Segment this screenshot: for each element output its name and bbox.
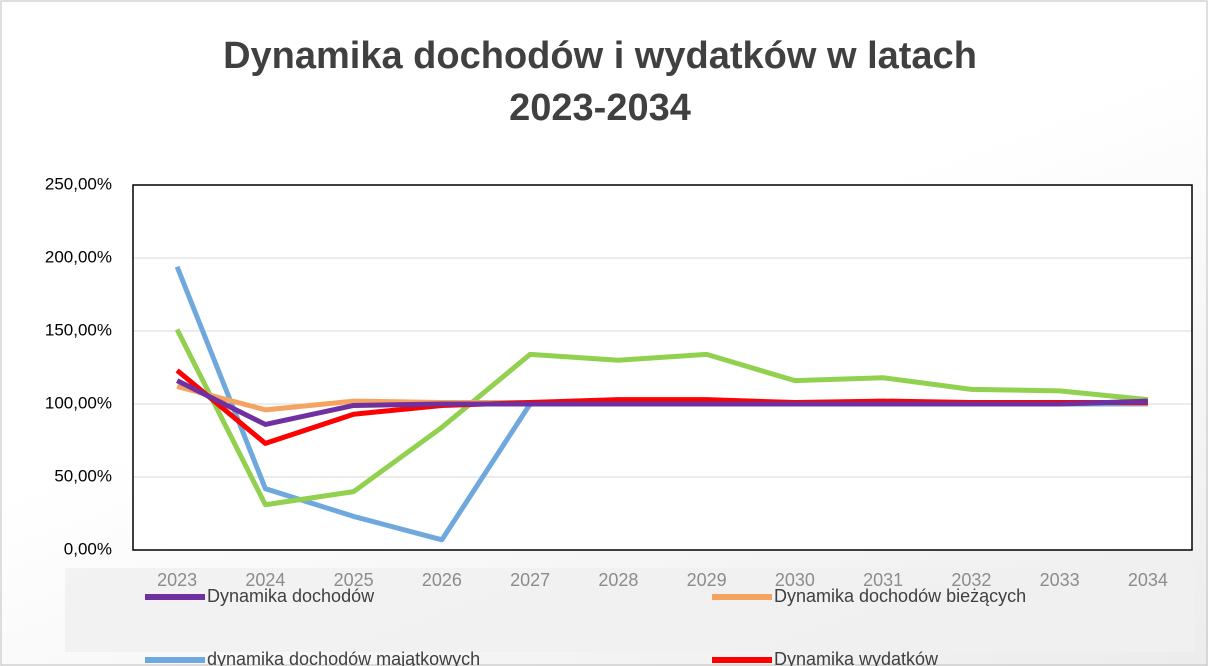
x-tick-label: 2030	[775, 570, 815, 590]
x-tick-label: 2032	[951, 570, 991, 590]
y-tick-label: 150,00%	[45, 320, 112, 339]
series-line	[174, 328, 1149, 508]
y-tick-label: 0,00%	[64, 539, 112, 558]
x-tick-label: 2034	[1128, 570, 1168, 590]
x-tick-label: 2029	[687, 570, 727, 590]
x-tick-label: 2025	[334, 570, 374, 590]
x-tick-label: 2033	[1040, 570, 1080, 590]
legend-label: dynamika dochodów majątkowych	[207, 649, 480, 666]
series-line	[176, 378, 1148, 427]
legend-label: Dynamika dochodów	[207, 586, 375, 606]
x-tick-label: 2031	[863, 570, 903, 590]
x-tick-label: 2028	[598, 570, 638, 590]
x-tick-label: 2023	[157, 570, 197, 590]
legend-label: Dynamika wydatków	[774, 649, 939, 666]
y-tick-label: 200,00%	[45, 247, 112, 266]
legend-box	[65, 568, 1195, 652]
chart-title: Dynamika dochodów i wydatków w latach 20…	[223, 35, 977, 129]
plot-area	[133, 185, 1192, 550]
legend-label: Dynamika dochodów bieżących	[774, 586, 1026, 606]
y-tick-label: 100,00%	[45, 393, 112, 412]
y-tick-label: 250,00%	[45, 174, 112, 193]
x-tick-label: 2024	[245, 570, 285, 590]
y-tick-label: 50,00%	[54, 466, 112, 485]
plot-border	[132, 184, 1193, 551]
x-tick-label: 2026	[422, 570, 462, 590]
x-tick-label: 2027	[510, 570, 550, 590]
